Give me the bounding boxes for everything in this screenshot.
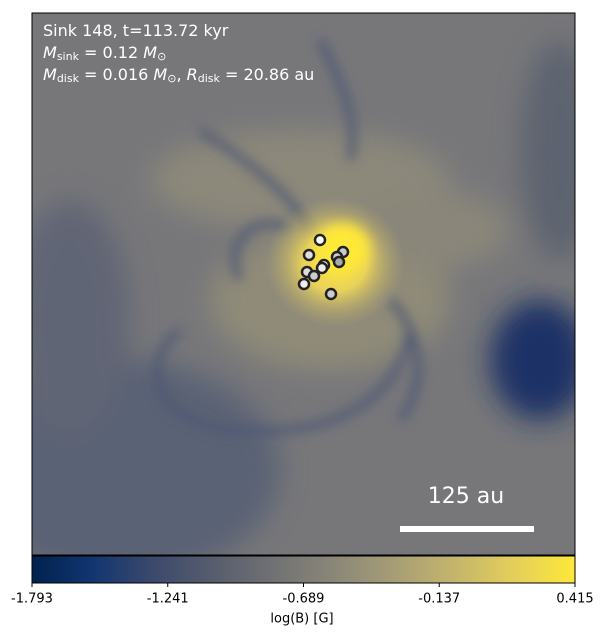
image-frame — [31, 12, 576, 556]
colorbar — [31, 555, 576, 584]
subscript: ⊙ — [157, 50, 166, 63]
annotation-line: Mdisk​ = 0.016 M⊙​, Rdisk​ = 20.86 au — [43, 65, 314, 86]
colorbar-tick-label: -0.689 — [283, 592, 325, 607]
annotation-text: = 0.12 — [79, 43, 143, 62]
subscript: disk — [57, 72, 80, 85]
colorbar-tick-label: -0.137 — [418, 592, 460, 607]
annotation-text: = 20.86 au — [220, 65, 314, 84]
colorbar-tick-label: 0.415 — [556, 592, 593, 607]
scale-bar-label: 125 au — [428, 484, 504, 509]
annotation-text: M — [43, 65, 57, 84]
sink-markers — [297, 233, 350, 301]
annotation-line: Sink 148, t=113.72 kyr — [43, 21, 229, 40]
annotation-text: = 0.016 — [79, 65, 153, 84]
subscript: disk — [198, 72, 221, 85]
subscript: ⊙ — [167, 72, 176, 85]
annotation-text: R — [187, 65, 198, 84]
annotation-line: Msink​ = 0.12 M⊙​ — [43, 43, 166, 64]
subscript: sink — [57, 50, 80, 63]
annotation-text: M — [153, 65, 167, 84]
colorbar-label: log(B) [G] — [270, 612, 333, 627]
field-image — [32, 13, 575, 555]
annotation-text: , — [176, 65, 186, 84]
annotation-text: Sink 148, t=113.72 kyr — [43, 21, 229, 40]
colorbar-tick-label: -1.793 — [11, 592, 53, 607]
colorbar-tick-label: -1.241 — [147, 592, 189, 607]
annotation-text: M — [143, 43, 157, 62]
annotation-text: M — [43, 43, 57, 62]
